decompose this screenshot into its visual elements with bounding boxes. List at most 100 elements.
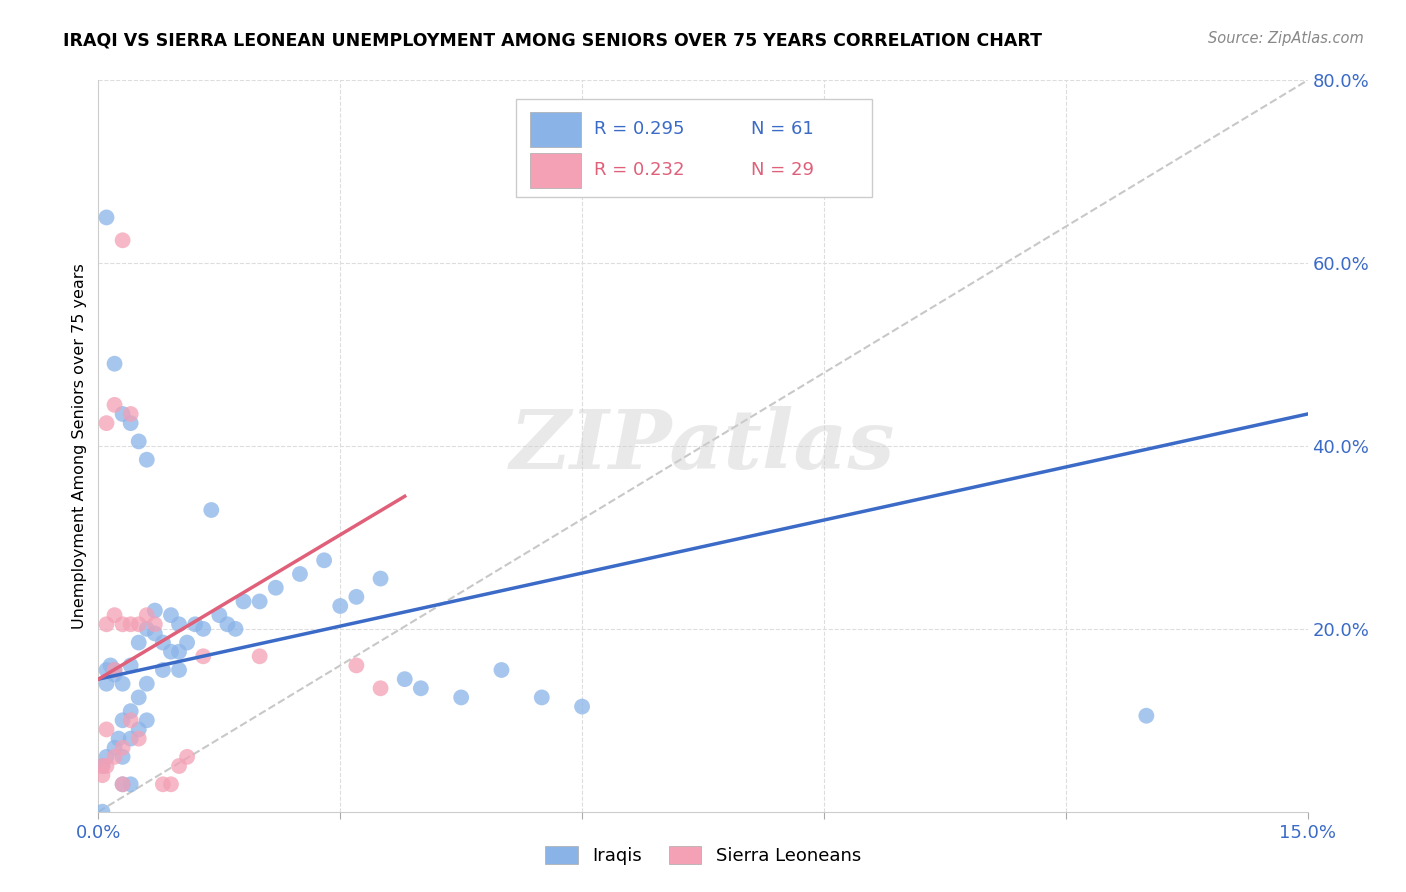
Point bbox=[135, 676, 157, 690]
Point bbox=[103, 608, 125, 623]
Point bbox=[288, 567, 311, 582]
Point bbox=[208, 608, 231, 623]
Text: ZIPatlas: ZIPatlas bbox=[510, 406, 896, 486]
Point bbox=[120, 731, 142, 746]
Point bbox=[135, 452, 157, 467]
Point bbox=[143, 603, 166, 617]
Point bbox=[96, 759, 118, 773]
Point bbox=[103, 667, 125, 681]
Point bbox=[160, 777, 183, 791]
Point bbox=[91, 768, 114, 782]
Point bbox=[111, 749, 134, 764]
Point bbox=[184, 617, 207, 632]
Point bbox=[107, 731, 129, 746]
Point bbox=[232, 594, 254, 608]
Point bbox=[152, 635, 174, 649]
Point bbox=[91, 759, 114, 773]
Point bbox=[103, 398, 125, 412]
Bar bbox=[530, 112, 581, 147]
Point bbox=[329, 599, 352, 613]
Point bbox=[370, 572, 392, 586]
Point bbox=[160, 608, 183, 623]
Point bbox=[491, 663, 513, 677]
Point bbox=[193, 622, 215, 636]
Point bbox=[152, 663, 174, 677]
Point bbox=[96, 723, 118, 737]
Bar bbox=[516, 98, 872, 197]
Point bbox=[128, 434, 150, 449]
Point bbox=[530, 690, 553, 705]
Text: N = 61: N = 61 bbox=[751, 120, 814, 138]
Point bbox=[96, 676, 118, 690]
Point bbox=[111, 676, 134, 690]
Point bbox=[111, 233, 134, 247]
Text: N = 29: N = 29 bbox=[751, 161, 814, 179]
Point bbox=[120, 704, 142, 718]
Point bbox=[264, 581, 287, 595]
Y-axis label: Unemployment Among Seniors over 75 years: Unemployment Among Seniors over 75 years bbox=[72, 263, 87, 629]
Point bbox=[120, 407, 142, 421]
Point bbox=[167, 663, 190, 677]
Point bbox=[96, 749, 118, 764]
Point bbox=[167, 645, 190, 659]
Point bbox=[111, 714, 134, 728]
Point bbox=[249, 649, 271, 664]
Point bbox=[394, 672, 416, 686]
Point bbox=[103, 357, 125, 371]
Point bbox=[200, 503, 222, 517]
Point bbox=[135, 622, 157, 636]
Point bbox=[224, 622, 246, 636]
Point bbox=[111, 617, 134, 632]
Text: IRAQI VS SIERRA LEONEAN UNEMPLOYMENT AMONG SENIORS OVER 75 YEARS CORRELATION CHA: IRAQI VS SIERRA LEONEAN UNEMPLOYMENT AMO… bbox=[63, 31, 1042, 49]
Point bbox=[217, 617, 239, 632]
Point bbox=[344, 658, 367, 673]
Point bbox=[96, 416, 118, 430]
Point bbox=[167, 617, 190, 632]
Point bbox=[571, 699, 593, 714]
Point bbox=[120, 658, 142, 673]
Point bbox=[176, 749, 198, 764]
Point bbox=[96, 211, 118, 225]
Point bbox=[143, 626, 166, 640]
Point bbox=[103, 740, 125, 755]
Point bbox=[314, 553, 336, 567]
Point bbox=[103, 749, 125, 764]
Point bbox=[1135, 708, 1157, 723]
Bar bbox=[530, 153, 581, 188]
Point bbox=[167, 759, 190, 773]
Point bbox=[143, 617, 166, 632]
Point bbox=[128, 731, 150, 746]
Point bbox=[111, 777, 134, 791]
Point bbox=[176, 635, 198, 649]
Point bbox=[103, 663, 125, 677]
Point bbox=[135, 608, 157, 623]
Point bbox=[344, 590, 367, 604]
Point bbox=[370, 681, 392, 696]
Point bbox=[91, 805, 114, 819]
Point bbox=[111, 407, 134, 421]
Point bbox=[128, 690, 150, 705]
Point bbox=[111, 740, 134, 755]
Point bbox=[193, 649, 215, 664]
Point bbox=[100, 658, 122, 673]
Point bbox=[120, 714, 142, 728]
Text: R = 0.295: R = 0.295 bbox=[595, 120, 685, 138]
Text: Source: ZipAtlas.com: Source: ZipAtlas.com bbox=[1208, 31, 1364, 46]
Point bbox=[96, 663, 118, 677]
Point bbox=[160, 645, 183, 659]
Text: R = 0.232: R = 0.232 bbox=[595, 161, 685, 179]
Point bbox=[128, 635, 150, 649]
Point bbox=[249, 594, 271, 608]
Point bbox=[103, 663, 125, 677]
Point bbox=[128, 617, 150, 632]
Legend: Iraqis, Sierra Leoneans: Iraqis, Sierra Leoneans bbox=[536, 837, 870, 874]
Point bbox=[450, 690, 472, 705]
Point bbox=[120, 416, 142, 430]
Point bbox=[120, 617, 142, 632]
Point bbox=[120, 777, 142, 791]
Point bbox=[135, 714, 157, 728]
Point bbox=[152, 777, 174, 791]
Point bbox=[128, 723, 150, 737]
Point bbox=[409, 681, 432, 696]
Point bbox=[111, 777, 134, 791]
